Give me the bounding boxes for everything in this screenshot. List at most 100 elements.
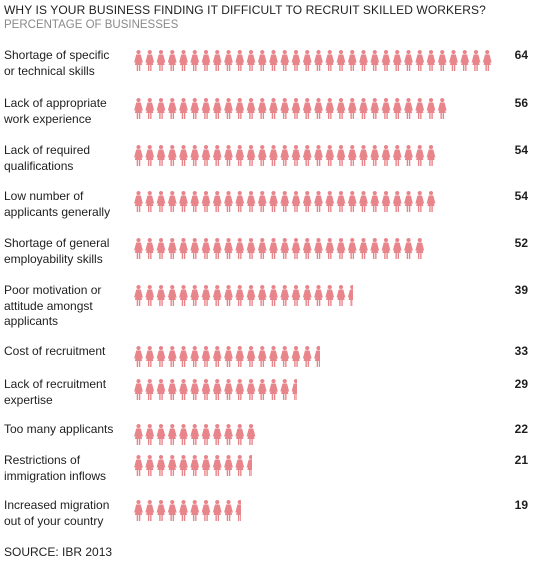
person-icon bbox=[246, 455, 253, 476]
person-icon bbox=[381, 98, 391, 119]
person-icon bbox=[302, 191, 312, 212]
person-icon bbox=[212, 346, 222, 367]
person-icon bbox=[269, 50, 278, 71]
bar-pictograph bbox=[134, 422, 258, 450]
person-icon bbox=[280, 191, 290, 212]
person-icon bbox=[179, 191, 188, 212]
person-icon bbox=[257, 285, 267, 306]
person-icon bbox=[134, 346, 143, 367]
person-icon bbox=[257, 50, 267, 71]
person-icon bbox=[314, 98, 323, 119]
category-label: Shortage of specific or technical skills bbox=[4, 48, 130, 79]
person-icon bbox=[269, 191, 278, 212]
value-label: 52 bbox=[514, 236, 528, 250]
person-icon bbox=[291, 98, 301, 119]
person-icon bbox=[347, 285, 354, 306]
person-icon bbox=[235, 191, 245, 212]
person-icon bbox=[145, 145, 155, 166]
bar-pictograph bbox=[134, 96, 449, 124]
person-icon bbox=[404, 50, 413, 71]
person-icon bbox=[415, 98, 425, 119]
person-icon bbox=[246, 346, 256, 367]
person-icon bbox=[212, 285, 222, 306]
person-icon bbox=[167, 50, 177, 71]
chart-subtitle: PERCENTAGE OF BUSINESSES bbox=[4, 19, 179, 31]
category-label-line: immigration inflows bbox=[4, 468, 107, 483]
person-icon bbox=[325, 98, 335, 119]
person-icon bbox=[392, 98, 402, 119]
person-icon bbox=[280, 238, 290, 259]
category-label-line: attitude amongst bbox=[4, 298, 93, 313]
person-icon bbox=[156, 145, 166, 166]
person-icon bbox=[347, 191, 357, 212]
person-icon bbox=[392, 238, 402, 259]
person-icon bbox=[280, 346, 290, 367]
person-icon bbox=[212, 500, 222, 521]
person-icon bbox=[302, 50, 312, 71]
person-icon bbox=[325, 145, 335, 166]
person-icon bbox=[482, 50, 492, 71]
person-icon bbox=[257, 145, 267, 166]
person-icon bbox=[156, 379, 166, 400]
person-icon bbox=[291, 346, 301, 367]
person-icon bbox=[190, 455, 200, 476]
person-icon bbox=[280, 145, 290, 166]
person-icon bbox=[392, 50, 402, 71]
person-icon bbox=[246, 145, 256, 166]
person-icon bbox=[437, 50, 447, 71]
person-icon bbox=[314, 145, 323, 166]
category-label-line: Shortage of general bbox=[4, 236, 110, 250]
person-icon bbox=[426, 50, 436, 71]
person-icon bbox=[302, 346, 312, 367]
person-icon bbox=[246, 379, 256, 400]
category-label-line: expertise bbox=[4, 392, 53, 407]
bar-pictograph bbox=[134, 283, 354, 311]
person-icon bbox=[235, 285, 245, 306]
person-icon bbox=[224, 50, 233, 71]
person-icon bbox=[145, 424, 155, 445]
person-icon bbox=[404, 238, 413, 259]
person-icon bbox=[156, 285, 166, 306]
person-icon bbox=[257, 346, 267, 367]
category-label-line: Lack of appropriate bbox=[4, 96, 107, 110]
person-icon bbox=[179, 346, 188, 367]
person-icon bbox=[179, 424, 188, 445]
person-icon bbox=[370, 191, 380, 212]
person-icon bbox=[269, 238, 278, 259]
person-icon bbox=[201, 424, 211, 445]
category-label-line: Low number of bbox=[4, 189, 84, 203]
person-icon bbox=[269, 379, 278, 400]
person-icon bbox=[145, 98, 155, 119]
value-label: 22 bbox=[514, 422, 528, 436]
person-icon bbox=[190, 145, 200, 166]
person-icon bbox=[314, 285, 323, 306]
category-label: Lack of appropriate work experience bbox=[4, 96, 130, 127]
person-icon bbox=[235, 238, 245, 259]
category-label: Low number of applicants generally bbox=[4, 189, 130, 220]
person-icon bbox=[224, 191, 233, 212]
person-icon bbox=[426, 191, 436, 212]
person-icon bbox=[167, 424, 177, 445]
person-icon bbox=[179, 98, 188, 119]
person-icon bbox=[257, 238, 267, 259]
category-label: Restrictions of immigration inflows bbox=[4, 453, 130, 484]
person-icon bbox=[145, 50, 155, 71]
person-icon bbox=[347, 145, 357, 166]
bar-figures bbox=[134, 500, 241, 521]
person-icon bbox=[392, 191, 402, 212]
value-label: 19 bbox=[514, 498, 528, 512]
value-label: 64 bbox=[514, 48, 528, 62]
person-icon bbox=[145, 346, 155, 367]
value-label: 29 bbox=[514, 377, 528, 391]
category-label-line: or technical skills bbox=[4, 63, 95, 78]
person-icon bbox=[280, 98, 290, 119]
bar-figures bbox=[134, 455, 253, 476]
person-icon bbox=[246, 238, 256, 259]
value-label: 33 bbox=[514, 344, 528, 358]
category-label-line: work experience bbox=[4, 111, 92, 126]
category-label-line: Restrictions of bbox=[4, 453, 81, 467]
person-icon bbox=[325, 191, 335, 212]
person-icon bbox=[314, 50, 323, 71]
person-icon bbox=[370, 50, 380, 71]
category-label-line: Lack of required bbox=[4, 143, 91, 157]
